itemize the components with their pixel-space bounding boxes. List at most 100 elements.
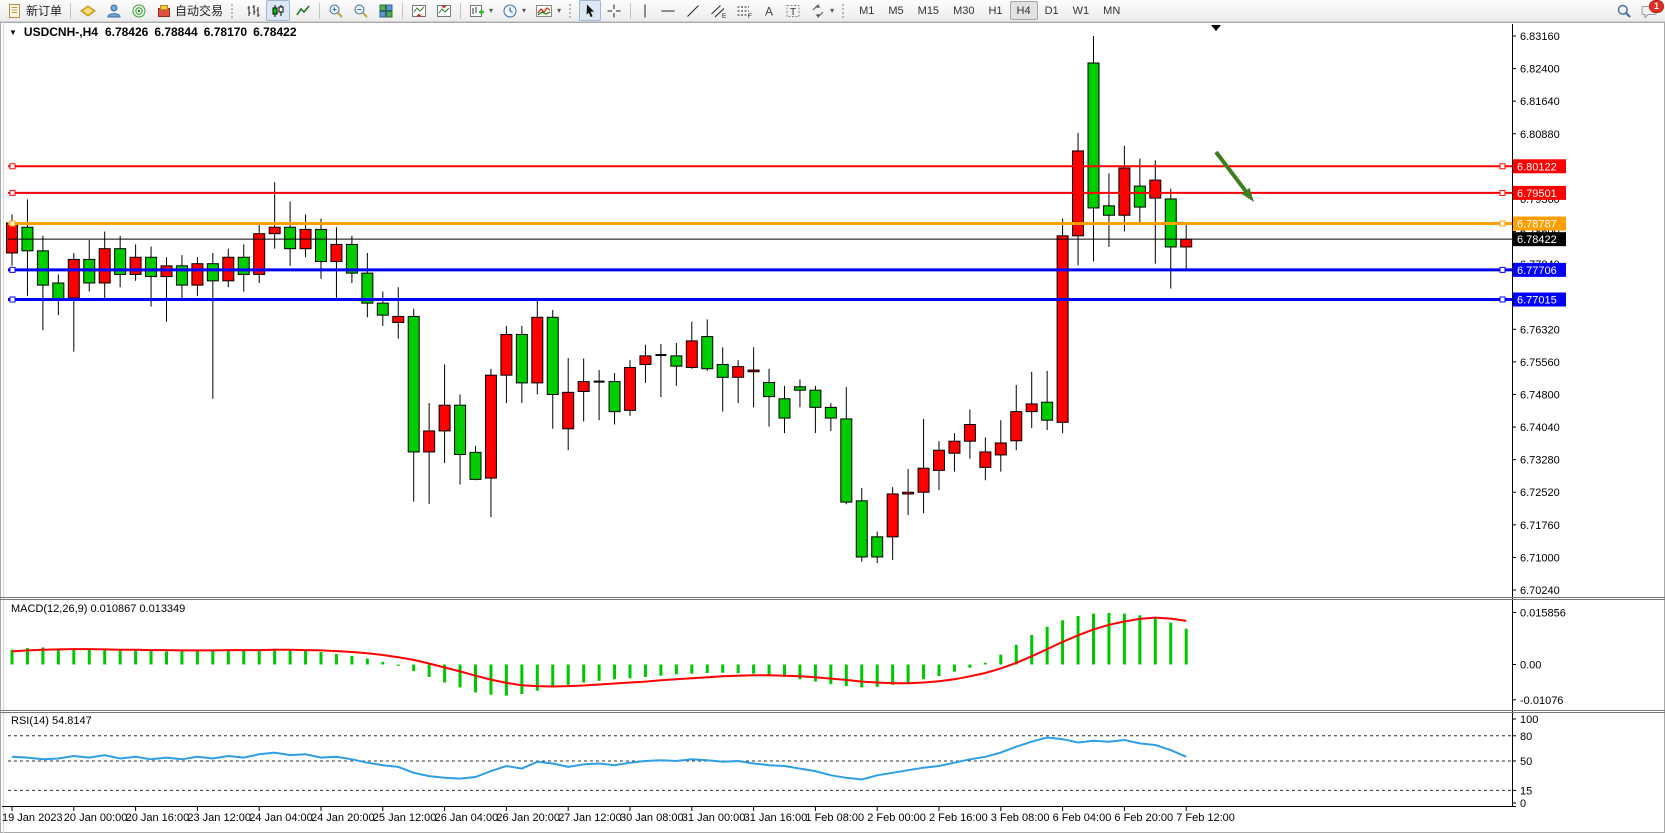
zoom-out-button[interactable] [349,0,373,21]
search-button[interactable] [1612,0,1636,21]
horizontal-line-tool-button[interactable] [656,0,680,21]
candle-body [948,440,961,454]
candlestick-chart-icon [270,3,286,19]
trendline-tool-button[interactable] [681,0,705,21]
svg-text:T: T [790,7,796,18]
price-axis-tick-label: 6.74800 [1520,389,1560,401]
timeframe-group: M1 M5 M15 M30 H1 H4 D1 W1 MN [852,1,1127,20]
timeframe-button-h1[interactable]: H1 [988,4,1003,17]
chart-symbol-period: USDCNH-,H4 [23,25,98,39]
timeframe-button-mn[interactable]: MN [1103,4,1121,17]
candle-body [1102,205,1115,216]
rsi-axis-label: 0 [1520,798,1526,810]
timeframe-button-m5[interactable]: M5 [888,4,904,17]
line-handle[interactable] [1499,220,1506,227]
text-label-icon: T [785,3,801,19]
fibonacci-tool-button[interactable]: F [732,0,757,21]
candle-body [284,226,297,250]
candle-body [809,389,822,408]
indicators-dropdown-button[interactable]: ▾ [531,0,565,21]
candle-body [701,336,714,370]
candle-body [994,442,1007,456]
price-axis-tick-label: 6.72520 [1520,487,1560,499]
line-handle[interactable] [1499,266,1506,273]
timeframe-button-m15[interactable]: M15 [917,4,940,17]
tile-windows-button[interactable] [374,0,398,21]
candle-body [886,493,899,538]
text-label-tool-button[interactable]: T [781,0,805,21]
gold-diamond-button[interactable] [75,0,101,21]
indicator-window-remove-button[interactable] [432,0,456,21]
line-handle[interactable] [1499,296,1506,303]
chat-button[interactable]: 1 [1637,0,1664,21]
rsi-indicator-label: RSI(14) 54.8147 [11,715,92,727]
new-chart-dropdown-button[interactable]: ▾ [465,0,497,21]
line-handle[interactable] [1499,163,1506,170]
zoom-in-button[interactable] [324,0,348,21]
candle-body [376,302,389,316]
gold-diamond-icon [79,3,97,19]
ohlc-high: 6.78844 [154,25,198,39]
down-arrow-object[interactable] [1214,150,1250,196]
auto-trading-label: 自动交易 [175,4,224,18]
candle-body [1133,185,1146,208]
svg-text:E: E [722,13,727,19]
line-handle[interactable] [9,220,16,227]
price-tag [1513,216,1566,231]
cursor-tool-button[interactable] [579,0,602,21]
auto-trading-button[interactable]: 自动交易 [152,0,227,21]
timeframe-button-w1[interactable]: W1 [1072,4,1090,17]
candle-body [114,248,127,275]
period-clock-dropdown-button[interactable]: ▾ [498,0,530,21]
separator [630,2,632,19]
separator [842,3,848,18]
line-handle[interactable] [9,163,16,170]
line-chart-type-button[interactable] [291,0,315,21]
tile-windows-icon [378,3,394,19]
new-order-label: 新订单 [26,4,63,18]
line-handle[interactable] [9,189,16,196]
time-axis-label: 19 Jan 2023 [2,812,63,824]
indicator-window-add-button[interactable] [407,0,431,21]
dropdown-arrow-icon: ▾ [830,6,835,15]
candle-body [747,369,760,373]
candle-body [1056,235,1069,423]
line-handle[interactable] [1499,189,1506,196]
profile-icon [106,3,122,19]
time-axis-label: 6 Feb 04:00 [1053,812,1112,824]
timeframe-button-d1[interactable]: D1 [1044,4,1059,17]
new-order-button[interactable]: 新订单 [3,0,66,21]
timeframe-button-m30[interactable]: M30 [953,4,975,17]
timeframe-button-h4[interactable]: H4 [1009,1,1038,20]
crosshair-tool-button[interactable] [602,0,626,21]
vertical-line-tool-button[interactable] [635,0,655,21]
chart-shift-marker-icon[interactable] [1211,25,1221,31]
chart-window: 6.831606.824006.816406.808806.801206.793… [0,22,1665,833]
time-axis-label: 3 Feb 08:00 [991,812,1050,824]
candle-body [330,243,343,263]
svg-text:F: F [748,13,752,19]
bar-chart-type-button[interactable] [241,0,265,21]
candle-body [840,418,853,503]
time-axis-label: 20 Jan 16:00 [126,812,190,824]
chart-collapse-icon[interactable]: ▼ [9,27,17,37]
shapes-dropdown-button[interactable]: ▾ [806,0,838,21]
text-tool-button[interactable]: A [758,0,780,21]
timeframe-button-m1[interactable]: M1 [859,4,875,17]
candle-body [423,430,436,453]
time-axis-label: 20 Jan 00:00 [64,812,128,824]
equidistant-channel-tool-button[interactable]: E [706,0,731,21]
candle-body [36,250,49,286]
profile-button[interactable] [102,0,126,21]
line-handle[interactable] [9,296,16,303]
candle-body [1118,167,1131,216]
candle-body [546,316,559,395]
macd-indicator-label: MACD(12,26,9) 0.010867 0.013349 [11,603,186,615]
price-tag-label: 6.78787 [1517,219,1557,231]
candlestick-chart-type-button[interactable] [266,0,291,21]
separator [70,2,72,19]
candle-body [732,366,745,378]
signal-radar-button[interactable] [127,0,151,21]
line-handle[interactable] [9,266,16,273]
chart-canvas[interactable]: 6.831606.824006.816406.808806.801206.793… [0,22,1665,833]
